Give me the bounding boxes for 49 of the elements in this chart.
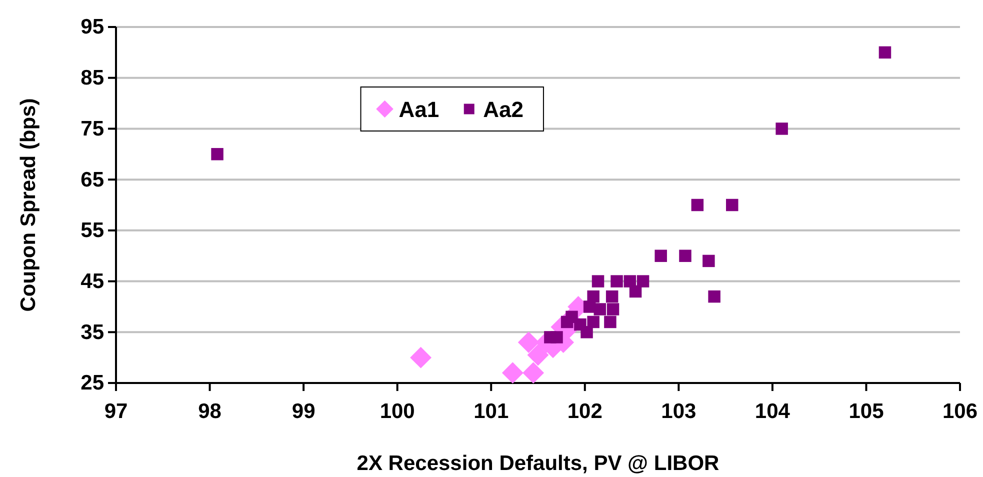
legend-label: Aa1	[398, 97, 440, 122]
point	[776, 122, 788, 135]
point	[606, 290, 618, 303]
point	[518, 332, 540, 354]
y-tick-label: 25	[80, 372, 104, 395]
point	[702, 254, 715, 268]
x-tick-label: 104	[754, 400, 790, 423]
point	[594, 303, 606, 316]
point	[522, 362, 544, 384]
x-tick-label: 102	[567, 400, 602, 423]
x-axis-title: 2X Recession Defaults, PV @ LIBOR	[356, 452, 720, 475]
point	[610, 275, 623, 288]
point	[708, 290, 720, 303]
x-tick-label: 105	[848, 400, 884, 423]
x-tick-label: 97	[104, 400, 128, 423]
point	[726, 198, 738, 212]
y-tick-label: 95	[80, 16, 104, 39]
point	[629, 285, 642, 298]
point	[550, 331, 563, 344]
x-tick-label: 100	[380, 400, 415, 423]
x-tick-label: 98	[198, 400, 222, 423]
legend-label: Aa2	[483, 97, 524, 122]
y-tick-label: 45	[80, 270, 104, 294]
y-tick-label: 65	[80, 168, 104, 192]
point	[624, 275, 636, 288]
point	[580, 326, 593, 338]
point	[583, 300, 596, 313]
point	[502, 362, 524, 384]
point	[636, 275, 650, 288]
point	[654, 250, 667, 262]
point	[604, 316, 616, 328]
x-tick-label: 103	[661, 400, 696, 423]
point	[410, 346, 432, 368]
point	[587, 316, 600, 328]
point	[527, 344, 549, 366]
y-tick-label: 85	[80, 66, 104, 90]
point	[679, 250, 692, 262]
y-axis-title: Coupon Spread (bps)	[17, 98, 40, 312]
y-tick-label: 35	[80, 320, 104, 344]
y-tick-label: 55	[80, 219, 104, 242]
x-tick-label: 101	[474, 400, 509, 423]
y-tick-label: 75	[80, 117, 104, 140]
point	[592, 275, 604, 288]
x-tick-label: 99	[292, 400, 316, 423]
point	[878, 46, 892, 59]
point	[211, 148, 224, 160]
point	[691, 198, 704, 212]
x-tick-label: 106	[942, 400, 978, 423]
point	[606, 303, 620, 316]
